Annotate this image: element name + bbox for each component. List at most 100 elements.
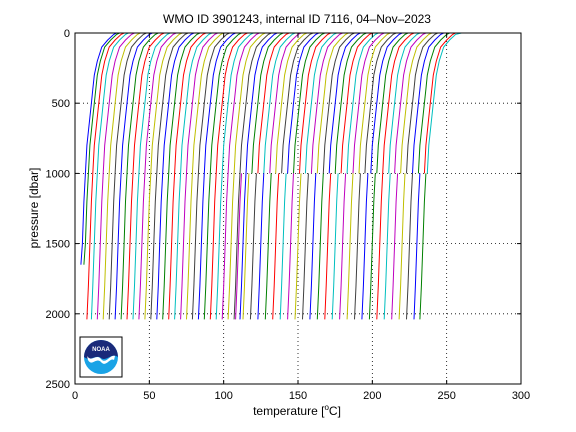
chart-title: WMO ID 3901243, internal ID 7116, 04–Nov… bbox=[163, 12, 431, 26]
profile-line bbox=[83, 32, 120, 265]
profile-line bbox=[364, 32, 397, 174]
y-tick-label: 500 bbox=[52, 98, 70, 110]
profile-line bbox=[331, 173, 339, 320]
profile-line bbox=[203, 32, 242, 320]
profile-line bbox=[324, 173, 332, 320]
profile-line bbox=[334, 32, 367, 174]
x-tick-label: 0 bbox=[72, 390, 78, 402]
y-tick-label: 1500 bbox=[46, 239, 70, 251]
profile-line bbox=[299, 32, 331, 174]
profile-line bbox=[406, 173, 413, 320]
profile-line bbox=[293, 32, 326, 174]
profile-line bbox=[96, 32, 135, 320]
profile-line bbox=[388, 32, 421, 174]
y-tick-label: 2000 bbox=[46, 309, 70, 321]
grid-lines bbox=[75, 33, 521, 384]
x-axis-label-text: temperature [ bbox=[253, 404, 325, 418]
profile-lines bbox=[80, 32, 462, 320]
x-tick-labels: 0 50 100 150 200 250 300 bbox=[72, 390, 530, 402]
profile-line bbox=[150, 32, 189, 320]
x-axis-label-unit: C] bbox=[329, 404, 341, 418]
profile-line bbox=[382, 32, 415, 174]
profile-line bbox=[114, 32, 153, 320]
profile-line bbox=[80, 32, 117, 265]
profile-line bbox=[406, 32, 438, 174]
profile-line bbox=[242, 173, 250, 320]
y-tick-labels: 0 500 1000 1500 2000 2500 bbox=[46, 28, 70, 391]
profile-line bbox=[174, 32, 213, 320]
profile-line bbox=[239, 32, 278, 320]
profile-line bbox=[233, 32, 272, 320]
y-axis-label: pressure [dbar] bbox=[27, 168, 41, 249]
profile-line bbox=[398, 173, 406, 320]
x-tick-label: 250 bbox=[437, 390, 455, 402]
profile-line bbox=[322, 32, 355, 174]
profile-line bbox=[132, 32, 171, 320]
profile-line bbox=[209, 32, 248, 320]
profile-line bbox=[235, 173, 242, 320]
profile-line bbox=[168, 32, 207, 320]
profile-line bbox=[302, 173, 309, 320]
profile-line bbox=[180, 32, 218, 320]
profile-line bbox=[352, 32, 385, 174]
x-axis-label: temperature [oC] bbox=[253, 403, 341, 418]
profile-line bbox=[257, 173, 265, 320]
profile-line bbox=[316, 173, 324, 320]
profile-line bbox=[391, 173, 399, 320]
profile-line bbox=[354, 173, 361, 320]
profile-line bbox=[279, 173, 287, 320]
profile-line bbox=[249, 173, 257, 320]
profile-line bbox=[304, 32, 337, 174]
y-tick-label: 1000 bbox=[46, 168, 70, 180]
profile-line bbox=[394, 32, 427, 174]
profile-line bbox=[328, 32, 361, 174]
profile-line bbox=[309, 173, 317, 320]
profile-line bbox=[264, 173, 272, 320]
profile-line bbox=[215, 32, 254, 320]
profile-line bbox=[419, 173, 427, 320]
noaa-logo: NOAA bbox=[79, 336, 123, 378]
profile-line bbox=[358, 32, 391, 174]
profile-line bbox=[257, 32, 290, 174]
x-tick-label: 150 bbox=[289, 390, 307, 402]
noaa-logo-text: NOAA bbox=[92, 347, 110, 353]
profile-line bbox=[272, 173, 280, 320]
profile-line bbox=[269, 32, 302, 174]
profile-line bbox=[126, 32, 165, 320]
profile-line bbox=[417, 32, 450, 174]
profile-line bbox=[108, 32, 147, 320]
axis-ticks bbox=[74, 32, 522, 385]
profile-line bbox=[144, 32, 183, 320]
profile-line bbox=[310, 32, 343, 174]
profile-line bbox=[120, 32, 159, 320]
profile-line bbox=[162, 32, 201, 320]
profile-line bbox=[316, 32, 349, 174]
profile-line bbox=[251, 32, 284, 174]
profile-line bbox=[426, 32, 462, 174]
x-tick-label: 50 bbox=[143, 390, 155, 402]
noaa-logo-top bbox=[84, 340, 118, 359]
profile-line bbox=[227, 32, 266, 320]
x-tick-label: 300 bbox=[512, 390, 530, 402]
profile-line bbox=[102, 32, 141, 320]
profile-line bbox=[263, 32, 296, 174]
profile-line bbox=[281, 32, 314, 174]
y-tick-label: 2500 bbox=[46, 379, 70, 391]
profile-line bbox=[340, 32, 373, 174]
profile-line bbox=[423, 32, 456, 174]
profile-line bbox=[287, 32, 320, 174]
profile-line bbox=[287, 173, 294, 320]
profile-line bbox=[376, 173, 384, 320]
y-tick-label: 0 bbox=[64, 28, 70, 40]
profile-line bbox=[346, 173, 354, 320]
profile-line bbox=[339, 173, 347, 320]
profile-line bbox=[370, 32, 403, 174]
profile-line bbox=[294, 173, 302, 320]
profile-line bbox=[376, 32, 409, 174]
profile-line bbox=[197, 32, 236, 320]
profile-line bbox=[400, 32, 433, 174]
degree-superscript: o bbox=[324, 403, 329, 412]
profile-line bbox=[368, 173, 376, 320]
profile-line bbox=[361, 173, 369, 320]
